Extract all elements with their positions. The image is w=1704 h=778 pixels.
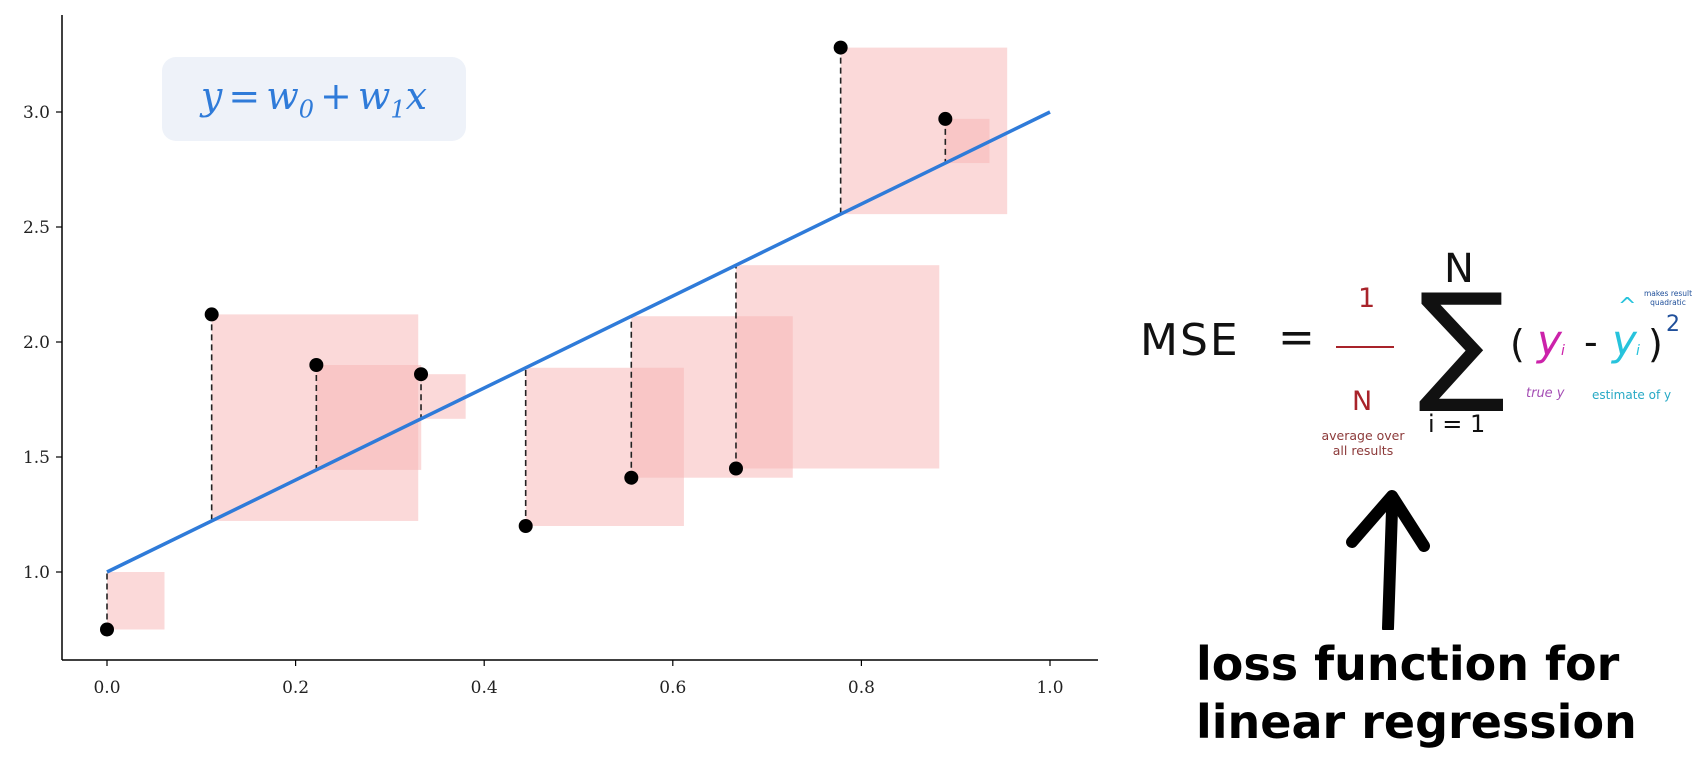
sigma-symbol: ∑	[1418, 265, 1506, 417]
data-point	[100, 622, 114, 637]
regression-equation: y = w0 + w1x	[200, 74, 428, 124]
data-point	[833, 40, 848, 55]
up-arrow-icon	[1346, 490, 1430, 630]
data-points	[100, 40, 953, 637]
fraction-numerator: 1	[1358, 283, 1376, 314]
y-tick-label: 1.5	[23, 448, 50, 468]
estimated-y-subscript: i	[1636, 343, 1640, 359]
x-tick-label: 0.4	[471, 678, 498, 698]
estimate-note: estimate of y	[1592, 388, 1672, 402]
x-tick-label: 1.0	[1036, 678, 1063, 698]
x-tick-label: 0.6	[659, 678, 686, 698]
caption-line-1: loss function for	[1196, 637, 1620, 691]
caption-line-2: linear regression	[1196, 695, 1637, 749]
x-ticks: 0.0 0.2 0.4 0.6 0.8 1.0	[93, 660, 1064, 698]
residual-square	[421, 374, 466, 419]
residual-square	[107, 572, 165, 630]
true-y-note: true y	[1526, 386, 1565, 401]
residual-square	[735, 265, 940, 469]
data-point	[728, 461, 743, 476]
exponent: 2	[1666, 312, 1680, 337]
open-paren: (	[1510, 322, 1525, 366]
data-point	[518, 519, 533, 533]
x-tick-label: 0.2	[282, 678, 309, 698]
y-tick-label: 2.0	[23, 333, 50, 353]
quadratic-note: makes result quadratic	[1643, 289, 1693, 307]
fraction-denominator: N	[1352, 386, 1373, 417]
average-note: average over all results	[1321, 428, 1405, 458]
data-point	[624, 470, 639, 485]
residual-lines	[106, 47, 947, 630]
y-ticks: 1.0 1.5 2.0 2.5 3.0	[23, 103, 62, 583]
data-point	[309, 358, 324, 372]
residual-square	[316, 365, 422, 470]
residual-squares	[107, 47, 1008, 630]
residual-square	[945, 118, 990, 164]
y-tick-label: 3.0	[23, 103, 50, 123]
fraction-bar	[1336, 346, 1394, 348]
mse-label: MSE	[1140, 315, 1240, 366]
hat-symbol: ^	[1618, 294, 1637, 319]
sum-lower-limit: i = 1	[1428, 410, 1486, 438]
close-paren: )	[1648, 322, 1663, 366]
x-tick-label: 0.8	[848, 678, 875, 698]
minus-sign: -	[1584, 320, 1598, 364]
data-point	[938, 111, 953, 126]
estimated-y: y	[1612, 316, 1637, 365]
x-tick-label: 0.0	[93, 678, 120, 698]
y-tick-label: 2.5	[23, 218, 50, 238]
caption: loss function for linear regression	[1196, 635, 1704, 751]
equals-sign: =	[1278, 312, 1315, 363]
y-tick-label: 1.0	[23, 563, 50, 583]
true-y: y	[1537, 316, 1562, 365]
sum-upper-limit: N	[1444, 246, 1474, 292]
data-point	[204, 307, 219, 322]
fit-line	[106, 110, 1051, 574]
data-point	[414, 367, 429, 382]
true-y-subscript: i	[1561, 343, 1565, 359]
equation-box: y = w0 + w1x	[162, 57, 466, 141]
